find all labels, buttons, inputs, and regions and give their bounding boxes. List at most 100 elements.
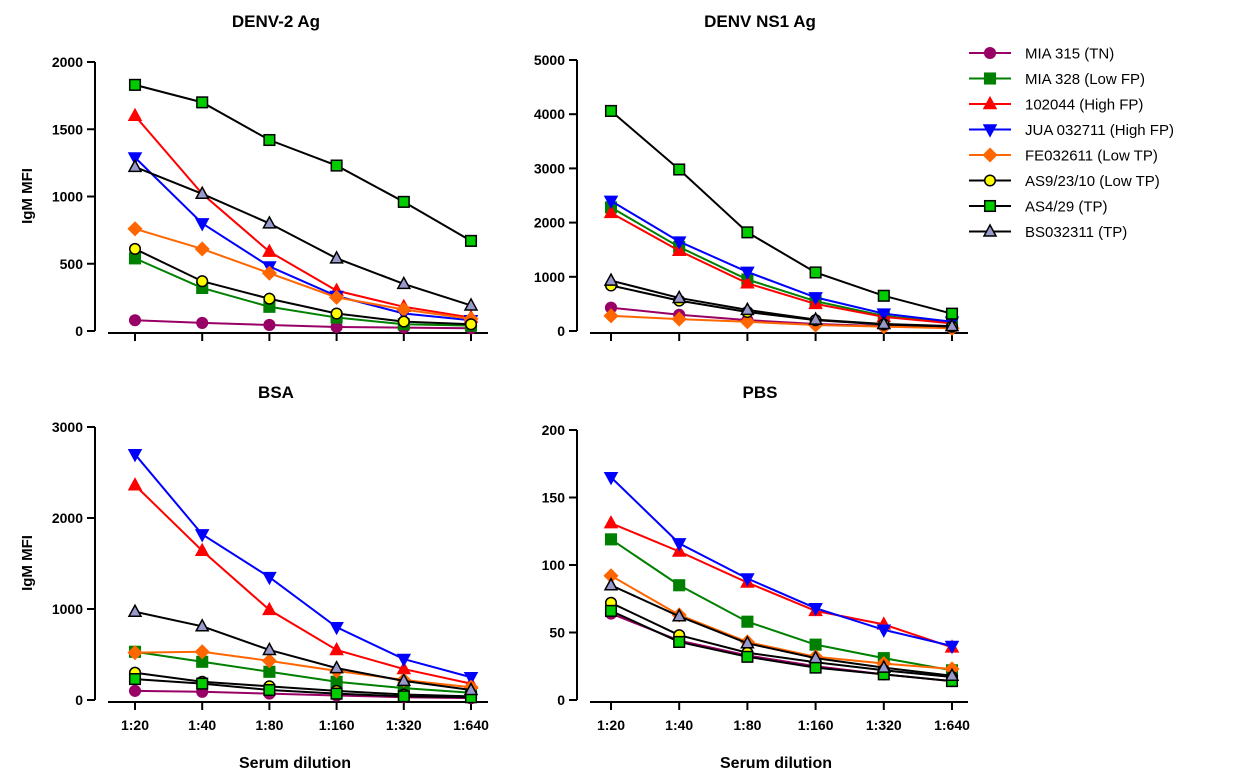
legend-label: 102044 (High FP) [1025, 97, 1143, 114]
series-7 [128, 78, 478, 247]
data-point [876, 624, 892, 638]
series-line [134, 165, 472, 307]
y-tick-label: 0 [557, 323, 565, 339]
x-tick-label: 1:40 [665, 717, 693, 733]
series-line [134, 227, 472, 320]
data-point [673, 635, 686, 649]
data-point [463, 681, 479, 696]
data-point [463, 297, 479, 311]
series-7 [604, 604, 959, 688]
data-point [329, 289, 345, 305]
series-line [610, 609, 953, 683]
y-tick-label: 1000 [534, 269, 565, 285]
data-point [128, 673, 142, 686]
legend-entry: AS9/23/10 (Low TP) [969, 173, 1160, 190]
data-point [194, 542, 210, 557]
data-point [671, 236, 687, 250]
data-point [127, 645, 143, 661]
x-tick-label: 1:640 [934, 717, 970, 733]
y-tick-label: 4000 [534, 106, 565, 122]
data-point [196, 275, 209, 288]
x-tick-label: 1:80 [733, 717, 761, 733]
series-line [610, 284, 953, 328]
x-tick-label: 1:20 [597, 717, 625, 733]
data-point [127, 603, 143, 617]
data-point [809, 661, 822, 674]
data-point [330, 159, 343, 172]
legend-entry: MIA 315 (TN) [969, 46, 1114, 63]
x-tick-label: 1:160 [319, 717, 355, 733]
legend-marker [983, 174, 997, 187]
series-8 [127, 158, 479, 311]
y-tick-label: 1000 [52, 601, 83, 617]
series-line [134, 453, 472, 679]
data-point [740, 635, 755, 649]
data-point [463, 672, 479, 686]
y-tick-label: 2000 [534, 215, 565, 231]
series-4 [127, 449, 479, 686]
data-point [604, 104, 618, 117]
x-axis-label: Serum dilution [720, 755, 832, 772]
data-point [603, 195, 619, 209]
data-point [194, 241, 210, 257]
legend-entry: BS032311 (TP) [969, 223, 1127, 241]
data-point [944, 667, 960, 681]
data-point [196, 677, 209, 690]
data-point [396, 653, 412, 668]
chart-title: PBS [743, 383, 778, 402]
chart-panel-1: DENV-2 Ag IgM MFI 0 500 1000 1500 2000 [19, 12, 488, 341]
legend-label: MIA 328 (Low FP) [1025, 71, 1145, 88]
data-point [944, 318, 960, 332]
data-point [127, 449, 143, 463]
legend-entry: FE032611 (Low TP) [969, 147, 1158, 165]
legend: MIA 315 (TN) MIA 328 (Low FP) 102044 (High… [969, 46, 1174, 241]
y-tick-label: 0 [75, 323, 83, 339]
legend-label: AS9/23/10 (Low TP) [1025, 173, 1160, 190]
series-line [610, 538, 953, 672]
data-point [603, 204, 619, 219]
series-line [134, 610, 472, 691]
x-tick-label: 1:160 [798, 717, 834, 733]
series-8 [603, 272, 960, 332]
data-point [741, 650, 754, 663]
series-1 [604, 607, 959, 688]
chart-panel-2: DENV NS1 Ag 0 1000 2000 3000 4000 5000 [534, 12, 968, 341]
data-point [127, 477, 143, 491]
series-line [610, 522, 953, 649]
y-tick-label: 0 [557, 692, 565, 708]
series-5 [603, 568, 960, 677]
data-point [194, 529, 210, 543]
legend-label: MIA 315 (TN) [1025, 46, 1114, 63]
y-tick-label: 3000 [534, 160, 565, 176]
chart-title: BSA [258, 383, 294, 402]
y-tick-label: 500 [60, 256, 84, 272]
series-line [134, 671, 472, 698]
data-point [330, 307, 343, 320]
y-tick-label: 200 [542, 422, 566, 438]
data-point [671, 311, 687, 327]
data-point [464, 234, 478, 247]
data-point [329, 621, 344, 636]
data-point [128, 684, 142, 697]
x-tick-label: 1:40 [188, 717, 216, 733]
y-axis-label: IgM MFI [19, 535, 36, 591]
data-point [263, 133, 276, 147]
data-point [196, 316, 209, 329]
chart-panel-3: BSA IgM MFI Serum dilution 0 1000 2000 3000 1:2… [19, 383, 489, 772]
data-point [603, 515, 619, 529]
data-point [396, 275, 412, 290]
chart-panel-4: PBS Serum dilution 0 50 100 150 200 1:20 1:40 1:8… [542, 383, 970, 772]
x-axis-label: Serum dilution [239, 755, 351, 772]
series-line [134, 257, 472, 327]
series-line [134, 650, 472, 689]
data-point [194, 618, 210, 632]
data-point [128, 314, 142, 327]
data-point [127, 158, 143, 173]
data-point [876, 315, 892, 330]
series-4 [603, 472, 960, 655]
data-point [740, 573, 755, 587]
series-7 [604, 104, 959, 320]
data-point [671, 608, 687, 622]
series-line [134, 678, 472, 699]
series-2 [128, 252, 478, 332]
